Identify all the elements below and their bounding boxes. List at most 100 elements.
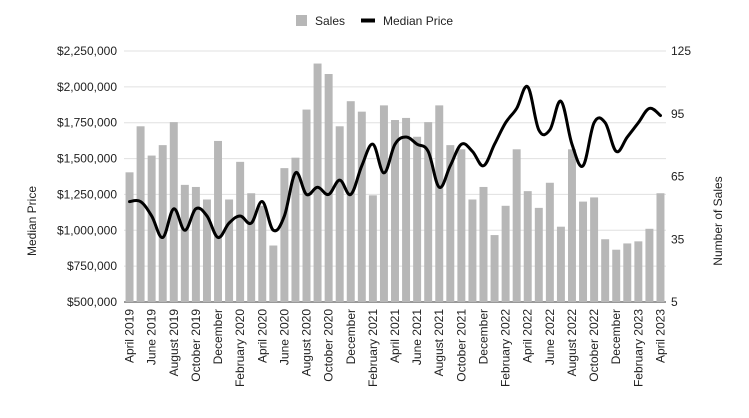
y-axis-left-title: Median Price: [25, 186, 39, 256]
sales-bar: [534, 207, 543, 302]
sales-bar: [468, 199, 477, 302]
x-tick-label: August 2020: [300, 309, 314, 377]
sales-bar: [269, 245, 278, 302]
x-axis-ticks: April 2019 June 2019 August 2019 October 20…: [123, 309, 668, 387]
x-tick-label: August 2022: [565, 309, 579, 377]
sales-bar: [313, 63, 322, 302]
sales-bar: [435, 105, 444, 302]
sales-bar: [567, 149, 576, 302]
sales-bar: [479, 186, 488, 302]
sales-bar: [236, 161, 245, 302]
sales-bar: [125, 172, 134, 302]
x-tick-label: August 2021: [432, 309, 446, 377]
sales-bar: [324, 74, 333, 302]
y-left-tick-label: $2,000,000: [57, 80, 117, 94]
sales-bar: [512, 149, 521, 302]
sales-bar: [158, 145, 167, 302]
sales-bar: [556, 226, 565, 302]
sales-bar: [136, 126, 145, 302]
sales-bar: [656, 193, 665, 302]
sales-bar: [612, 249, 621, 302]
x-tick-label: October 2019: [189, 309, 203, 382]
y-left-tick-label: $1,000,000: [57, 223, 117, 237]
x-tick-label: February 2022: [499, 309, 513, 387]
sales-bar: [634, 241, 643, 302]
sales-bar: [545, 182, 554, 302]
legend-label-median-price: Median Price: [383, 14, 453, 28]
y-left-tick-label: $500,000: [67, 295, 117, 309]
sales-bar: [623, 243, 632, 302]
sales-bar: [214, 140, 223, 302]
x-tick-label: February 2021: [366, 309, 380, 387]
sales-bar: [225, 199, 234, 302]
x-tick-label: February 2023: [631, 309, 645, 387]
x-tick-label: June 2020: [277, 309, 291, 365]
sales-bar: [523, 191, 532, 302]
x-tick-label: August 2019: [167, 309, 181, 377]
x-tick-label: December: [609, 309, 623, 364]
x-tick-label: February 2020: [233, 309, 247, 387]
sales-bar: [368, 195, 377, 302]
x-tick-label: April 2019: [123, 309, 137, 363]
x-tick-label: October 2021: [454, 309, 468, 382]
sales-bar: [424, 122, 433, 302]
sales-bar: [191, 186, 200, 302]
sales-bar: [490, 235, 499, 302]
x-tick-label: December: [344, 309, 358, 364]
x-tick-label: June 2021: [410, 309, 424, 365]
y-axis-right-ticks: 5 35 65 95 125: [671, 44, 691, 309]
y-left-tick-label: $1,250,000: [57, 187, 117, 201]
x-tick-label: June 2022: [543, 309, 557, 365]
sales-bar: [645, 228, 654, 302]
y-left-tick-label: $2,250,000: [57, 44, 117, 58]
x-tick-label: June 2019: [145, 309, 159, 365]
median-price-line: [128, 84, 662, 239]
x-tick-label: April 2022: [521, 309, 535, 363]
sales-bar: [457, 149, 466, 302]
sales-bar: [302, 109, 311, 302]
legend: Sales Median Price: [296, 14, 453, 28]
median-price-series-line: [128, 84, 662, 239]
x-tick-label: October 2020: [322, 309, 336, 382]
sales-bar: [379, 105, 388, 302]
y-axis-left-ticks: $500,000 $750,000 $1,000,000 $1,250,000 $1,5…: [57, 44, 117, 309]
x-tick-label: April 2020: [255, 309, 269, 363]
sales-bar: [579, 201, 588, 302]
sales-bar: [335, 126, 344, 302]
sales-bar: [413, 136, 422, 302]
x-tick-label: December: [476, 309, 490, 364]
sales-bar: [601, 239, 610, 302]
x-tick-label: April 2021: [388, 309, 402, 363]
sales-bar: [346, 101, 355, 302]
x-tick-label: December: [211, 309, 225, 364]
sales-bar: [147, 155, 156, 302]
sales-bar: [501, 205, 510, 302]
x-tick-label: October 2022: [587, 309, 601, 382]
sales-bar: [446, 145, 455, 302]
legend-swatch-sales: [296, 15, 307, 26]
sales-bar: [202, 199, 211, 302]
y-left-tick-label: $1,500,000: [57, 152, 117, 166]
y-right-tick-label: 5: [671, 295, 678, 309]
y-right-tick-label: 125: [671, 44, 691, 58]
legend-swatch-median-price: [361, 18, 375, 23]
sales-bar: [357, 111, 366, 303]
sales-bar: [180, 184, 189, 302]
y-axis-right-title: Number of Sales: [711, 176, 725, 265]
y-right-tick-label: 35: [671, 232, 685, 246]
legend-label-sales: Sales: [315, 14, 345, 28]
sales-bar: [247, 193, 256, 302]
sales-bar: [280, 168, 289, 302]
sales-bars: [125, 63, 665, 303]
sales-bar: [391, 120, 399, 303]
sales-bar: [291, 157, 300, 302]
sales-bar: [169, 122, 178, 302]
y-left-tick-label: $1,750,000: [57, 116, 117, 130]
y-right-tick-label: 65: [671, 170, 685, 184]
y-right-tick-label: 95: [671, 107, 685, 121]
sales-bar: [590, 197, 599, 302]
x-tick-label: April 2023: [653, 309, 667, 363]
y-left-tick-label: $750,000: [67, 259, 117, 273]
sales-bar: [258, 205, 267, 302]
